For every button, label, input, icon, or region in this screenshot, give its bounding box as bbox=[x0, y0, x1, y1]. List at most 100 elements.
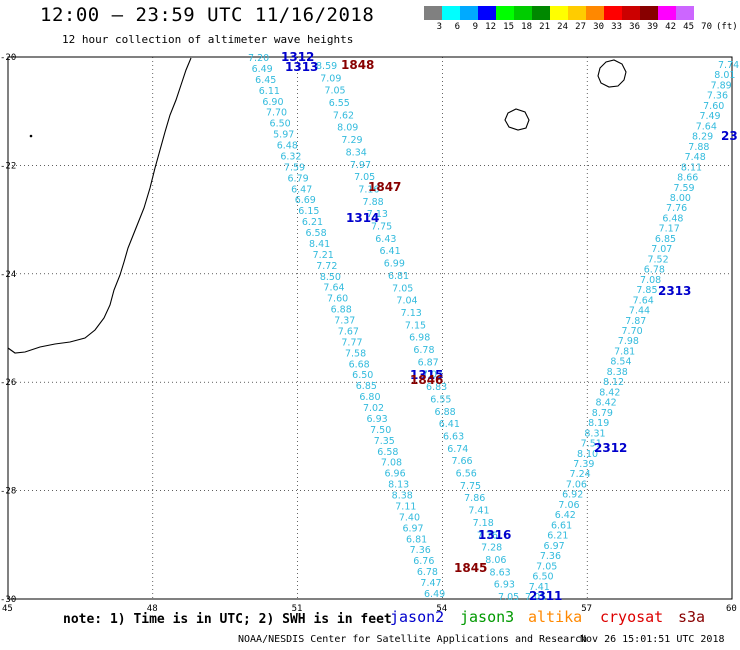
credit-text: NOAA/NESDIS Center for Satellite Applica… bbox=[238, 634, 588, 645]
swh-value-track-c: 6.50 bbox=[532, 572, 553, 583]
legend-cryosat: cryosat bbox=[600, 608, 664, 626]
swh-value-track-b: 7.88 bbox=[363, 197, 384, 208]
swh-value-track-a: 7.70 bbox=[266, 108, 287, 119]
swh-value-track-c: 7.06 bbox=[566, 479, 587, 490]
swh-value-track-b: 7.13 bbox=[367, 209, 388, 220]
swh-value-track-c: 7.85 bbox=[636, 285, 657, 296]
pass-label: 1312 bbox=[281, 50, 314, 64]
swh-value-track-a: 6.81 bbox=[406, 534, 427, 545]
swh-value-track-a: 6.58 bbox=[377, 447, 398, 458]
lon-tick-label: 48 bbox=[147, 604, 158, 614]
swh-value-track-a: 6.85 bbox=[356, 381, 377, 392]
swh-value-track-a: 6.50 bbox=[352, 370, 373, 381]
swh-value-track-a: 7.64 bbox=[323, 283, 344, 294]
swh-value-track-a: 7.77 bbox=[341, 337, 362, 348]
swh-value-track-a: 5.97 bbox=[273, 130, 294, 141]
legend-jason2: jason2 bbox=[390, 608, 445, 626]
swh-value-track-b: 7.05 bbox=[392, 283, 413, 294]
swh-value-track-c: 7.41 bbox=[529, 582, 550, 593]
lon-tick-label: 45 bbox=[2, 604, 13, 614]
swh-value-track-a: 6.79 bbox=[288, 173, 309, 184]
pass-label: 2313 bbox=[658, 284, 691, 298]
swh-value-track-c: 6.85 bbox=[655, 234, 676, 245]
swh-value-track-b: 6.81 bbox=[388, 271, 409, 282]
lat-tick-label: -20 bbox=[0, 53, 16, 63]
swh-value-track-c: 7.74 bbox=[718, 60, 739, 71]
colorbar-label: 33 bbox=[611, 22, 622, 32]
colorbar-swatch bbox=[658, 6, 676, 20]
colorbar-label: 70 bbox=[701, 22, 712, 32]
swh-value-track-a: 6.21 bbox=[302, 217, 323, 228]
swh-value-track-a: 7.72 bbox=[316, 261, 337, 272]
swh-value-track-a: 8.13 bbox=[388, 480, 409, 491]
swh-value-track-b: 7.66 bbox=[451, 456, 472, 467]
swh-value-track-a: 6.68 bbox=[349, 359, 370, 370]
swh-value-track-a: 6.49 bbox=[252, 64, 273, 75]
lat-tick-label: -28 bbox=[0, 487, 16, 497]
swh-value-track-b: 7.86 bbox=[464, 493, 485, 504]
pass-label: 1316 bbox=[478, 528, 511, 542]
swh-value-track-b: 7.75 bbox=[371, 222, 392, 233]
swh-value-track-c: 7.39 bbox=[573, 459, 594, 470]
swh-value-track-c: 7.52 bbox=[647, 254, 668, 265]
colorbar-label: (ft) bbox=[716, 22, 738, 32]
swh-value-track-a: 8.41 bbox=[309, 239, 330, 250]
swh-value-track-b: 6.41 bbox=[439, 419, 460, 430]
swh-value-track-c: 8.12 bbox=[603, 377, 624, 388]
colorbar-swatch bbox=[676, 6, 694, 20]
swh-value-track-b: 6.56 bbox=[456, 469, 477, 480]
pass-label: 1846 bbox=[410, 373, 443, 387]
swh-value-track-a: 6.97 bbox=[402, 523, 423, 534]
colorbar-label: 21 bbox=[539, 22, 550, 32]
swh-value-track-c: 8.66 bbox=[677, 173, 698, 184]
swh-value-track-a: 7.20 bbox=[248, 53, 269, 64]
swh-value-track-b: 6.78 bbox=[413, 345, 434, 356]
swh-value-track-c: 7.64 bbox=[633, 295, 654, 306]
swh-value-track-c: 7.64 bbox=[696, 121, 717, 132]
page-title: 12:00 – 23:59 UTC 11/16/2018 bbox=[40, 4, 375, 26]
swh-value-track-b: 6.83 bbox=[426, 382, 447, 393]
swh-value-track-b: 7.13 bbox=[401, 308, 422, 319]
swh-value-track-a: 6.11 bbox=[259, 86, 280, 97]
colorbar-label: 42 bbox=[665, 22, 676, 32]
swh-value-track-b: 7.28 bbox=[481, 543, 502, 554]
lat-tick-label: -26 bbox=[0, 378, 16, 388]
swh-value-track-c: 8.42 bbox=[596, 398, 617, 409]
swh-value-track-c: 7.87 bbox=[625, 316, 646, 327]
lat-tick-label: -30 bbox=[0, 595, 16, 605]
swh-value-track-b: 6.88 bbox=[435, 407, 456, 418]
swh-value-track-c: 7.08 bbox=[640, 275, 661, 286]
swh-value-track-c: 7.70 bbox=[622, 326, 643, 337]
swh-value-track-a: 6.50 bbox=[270, 119, 291, 130]
colorbar-label: 15 bbox=[503, 22, 514, 32]
pass-label: 1845 bbox=[454, 561, 487, 575]
colorbar bbox=[424, 6, 712, 20]
colorbar-swatch bbox=[514, 6, 532, 20]
swh-value-track-c: 8.42 bbox=[599, 387, 620, 398]
swh-value-track-c: 8.79 bbox=[592, 408, 613, 419]
swh-value-track-b: 7.18 bbox=[473, 518, 494, 529]
swh-value-track-a: 6.78 bbox=[417, 567, 438, 578]
pass-label: 23 bbox=[721, 129, 738, 143]
swh-value-track-b: 7.09 bbox=[320, 73, 341, 84]
swh-value-track-b: 8.09 bbox=[337, 123, 358, 134]
swh-value-track-b: 6.63 bbox=[443, 431, 464, 442]
swh-value-track-b: 7.05 bbox=[498, 592, 519, 603]
swh-value-track-c: 7.60 bbox=[703, 101, 724, 112]
swh-value-track-a: 6.47 bbox=[291, 184, 312, 195]
swh-value-track-c: 7.17 bbox=[659, 224, 680, 235]
swh-value-track-c: 6.21 bbox=[547, 531, 568, 542]
legend-jason3: jason3 bbox=[460, 608, 515, 626]
swh-value-track-c: 7.59 bbox=[673, 183, 694, 194]
colorbar-swatch bbox=[496, 6, 514, 20]
swh-value-track-c: 8.00 bbox=[670, 193, 691, 204]
swh-value-track-b: 7.04 bbox=[396, 296, 417, 307]
lon-tick-label: 57 bbox=[581, 604, 592, 614]
swh-value-track-b: 8.63 bbox=[490, 567, 511, 578]
swh-value-track-a: 7.21 bbox=[313, 250, 334, 261]
swh-value-track-b: 8.06 bbox=[485, 555, 506, 566]
swh-value-track-c: 7.81 bbox=[614, 346, 635, 357]
colorbar-label: 18 bbox=[521, 22, 532, 32]
swh-value-track-b: 6.74 bbox=[447, 444, 468, 455]
